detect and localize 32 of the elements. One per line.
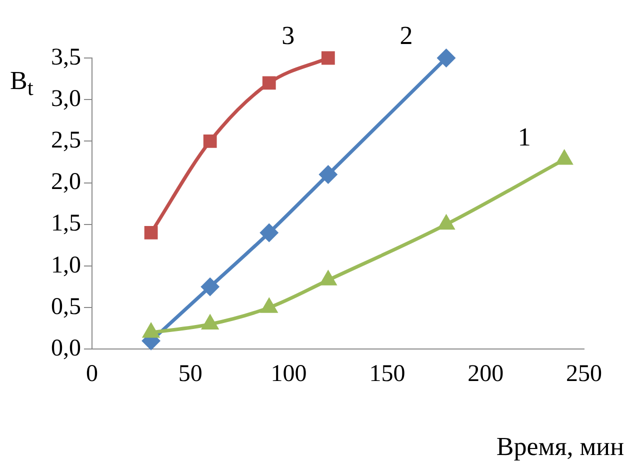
point bbox=[438, 216, 454, 230]
y-tick-label: 3,0 bbox=[51, 86, 81, 112]
point bbox=[203, 134, 217, 148]
y-tick-label: 0,0 bbox=[51, 335, 81, 362]
y-tick-label: 2,0 bbox=[51, 169, 81, 196]
point bbox=[202, 315, 218, 330]
x-axis-title: Время, мин bbox=[496, 432, 624, 462]
y-axis-title: B$_{t}$ bbox=[10, 66, 34, 102]
point bbox=[261, 298, 277, 313]
y-tick-label: 2,5 bbox=[51, 127, 81, 154]
x-tick-label: 250 bbox=[566, 360, 602, 387]
point bbox=[319, 166, 337, 184]
point bbox=[556, 150, 572, 165]
point bbox=[437, 49, 455, 67]
x-tick-label: 200 bbox=[468, 360, 504, 387]
x-tick-label: 100 bbox=[270, 360, 307, 387]
point bbox=[260, 224, 278, 242]
point bbox=[144, 226, 158, 240]
y-tick-label: 1,0 bbox=[51, 252, 81, 278]
point bbox=[143, 324, 159, 338]
x-tick-label: 0 bbox=[86, 360, 98, 387]
point bbox=[321, 51, 335, 65]
series-label: 2 bbox=[400, 21, 413, 50]
point bbox=[262, 76, 276, 90]
y-tick-label: 0,5 bbox=[51, 294, 81, 320]
x-tick-label: 150 bbox=[369, 360, 406, 387]
point bbox=[320, 271, 336, 286]
series-label: 3 bbox=[282, 21, 295, 50]
x-tick-label: 50 bbox=[178, 360, 202, 387]
y-tick-label: 1,5 bbox=[51, 210, 81, 237]
series-label: 1 bbox=[518, 122, 531, 152]
y-tick-label: 3,5 bbox=[51, 44, 81, 70]
